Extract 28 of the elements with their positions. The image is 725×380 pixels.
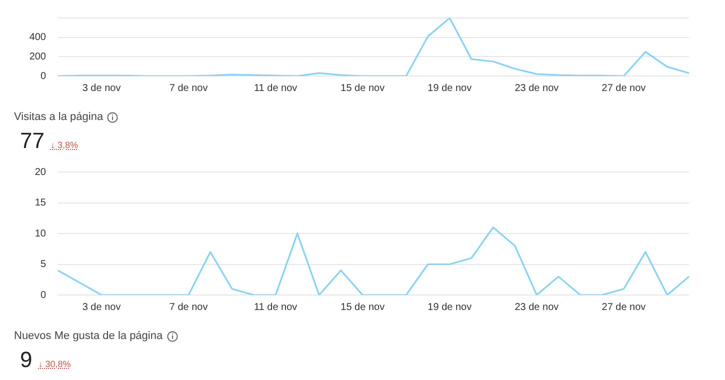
x-tick-label: 27 de nov (602, 302, 646, 313)
y-tick-label: 200 (29, 51, 46, 62)
x-tick-label: 7 de nov (169, 302, 208, 313)
x-tick-label: 7 de nov (169, 82, 208, 94)
y-tick-label: 400 (29, 32, 46, 44)
chart-title: Visitas a la página (14, 111, 104, 123)
x-tick-label: 23 de nov (514, 302, 559, 313)
y-tick-label: 20 (34, 166, 46, 178)
x-tick-label: 19 de nov (428, 302, 472, 313)
x-tick-label: 15 de nov (340, 82, 385, 94)
x-tick-label: 27 de nov (602, 82, 646, 94)
x-tick-label: 11 de nov (254, 82, 298, 94)
y-tick-label: 5 (40, 259, 46, 270)
text: ↓ 30,8% (38, 359, 71, 369)
x-tick-label: 23 de nov (514, 82, 559, 94)
y-tick-label: 15 (34, 198, 46, 208)
text: 77 (20, 128, 44, 154)
text: ↓ 3,8% (50, 140, 78, 150)
x-tick-label: 3 de nov (82, 82, 121, 94)
y-tick-label: 0 (40, 70, 46, 82)
text: 9 (20, 347, 32, 373)
text: Nuevos Me gusta de la página (14, 330, 163, 342)
y-tick-label: 10 (34, 228, 46, 240)
x-tick-label: 3 de nov (82, 302, 121, 313)
x-tick-label: 19 de nov (428, 82, 472, 94)
y-tick-label: 0 (40, 290, 46, 301)
x-tick-label: 15 de nov (340, 302, 385, 313)
x-tick-label: 11 de nov (254, 302, 298, 313)
